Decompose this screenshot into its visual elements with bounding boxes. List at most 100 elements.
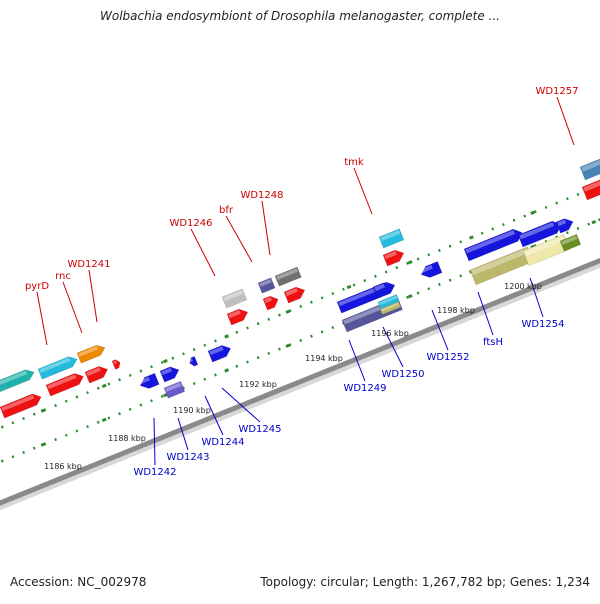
gene-highlight	[420, 265, 433, 274]
gene-label-leader	[204, 395, 224, 436]
gene-24	[382, 249, 405, 267]
gene-highlight	[374, 283, 386, 292]
gene-highlight	[381, 302, 399, 312]
gene-highlight	[259, 279, 272, 287]
gene-21	[377, 294, 400, 310]
gene-highlight	[384, 251, 397, 260]
gene-body	[189, 355, 199, 367]
gene-label-leader	[62, 281, 83, 334]
gene-highlight	[0, 370, 28, 386]
gene-body	[559, 233, 582, 252]
gene-body	[522, 234, 571, 267]
gene-4	[45, 373, 84, 397]
gene-label-WD1242: WD1242	[133, 467, 176, 478]
gene-25	[420, 261, 443, 278]
scale-label: 1196 kbp	[371, 329, 409, 338]
gene-highlight	[139, 376, 151, 385]
gene-highlight	[78, 346, 99, 357]
gene-body	[76, 344, 106, 364]
genome-title: Wolbachia endosymbiont of Drosophila mel…	[100, 9, 500, 23]
gene-label-leader	[225, 215, 253, 263]
gene-8	[159, 366, 180, 383]
gene-highlight	[276, 268, 299, 280]
gene-body	[159, 366, 180, 383]
gene-12	[221, 288, 248, 309]
gene-label-rnc: rnc	[55, 271, 71, 282]
gene-11	[207, 345, 232, 363]
gene-label-leader	[431, 309, 449, 351]
gene-1	[37, 356, 78, 380]
gene-highlight	[209, 346, 224, 356]
gene-label-leader	[348, 339, 366, 382]
gene-highlight	[583, 173, 600, 192]
gene-label-tmk: tmk	[344, 157, 364, 168]
gene-highlight	[524, 235, 566, 257]
gene-5	[84, 366, 109, 384]
gene-body	[226, 308, 249, 326]
gene-33	[581, 172, 600, 201]
gene-body	[37, 356, 78, 380]
gene-19	[372, 282, 393, 299]
gene-10	[189, 355, 199, 367]
scale-label: 1192 kbp	[239, 380, 277, 389]
gene-body	[555, 218, 574, 234]
scale-label: 1188 kbp	[108, 434, 146, 443]
gene-body	[382, 249, 405, 267]
gene-28	[555, 218, 574, 234]
genome-summary: Topology: circular; Length: 1,267,782 bp…	[260, 575, 590, 589]
gene-label-leader	[477, 291, 494, 336]
gene-highlight	[380, 230, 401, 242]
gene-body	[377, 294, 400, 310]
gene-label-WD1241: WD1241	[67, 259, 110, 270]
gene-highlight	[581, 149, 600, 172]
gene-body	[0, 369, 35, 393]
gene-label-leader	[221, 387, 261, 423]
gene-highlight	[471, 248, 529, 276]
gene-highlight	[189, 358, 194, 363]
gene-23	[378, 228, 405, 249]
scale-label: 1190 kbp	[173, 406, 211, 415]
gene-body	[0, 393, 42, 419]
gene-body	[111, 359, 121, 370]
gene-highlight	[86, 367, 101, 377]
gene-highlight	[113, 360, 118, 365]
gene-body	[378, 228, 405, 249]
gene-highlight	[39, 357, 71, 373]
gene-label-leader	[177, 417, 189, 451]
gene-highlight	[519, 222, 555, 240]
scale-label: 1186 kbp	[44, 462, 82, 471]
gene-body	[420, 261, 443, 278]
scale-label: 1198 kbp	[437, 306, 475, 315]
gene-highlight	[379, 295, 397, 305]
gene-body	[379, 301, 402, 315]
gene-0	[0, 369, 35, 393]
gene-label-leader	[556, 96, 575, 146]
gene-highlight	[47, 374, 77, 390]
gene-label-WD1257: WD1257	[535, 86, 578, 97]
genome-backbone	[0, 257, 600, 506]
genome-backbone-shadow	[0, 261, 600, 511]
gene-9	[163, 380, 186, 399]
gene-15	[274, 266, 302, 287]
gene-label-WD1252: WD1252	[426, 352, 469, 363]
gene-highlight	[1, 394, 35, 412]
gene-body	[139, 372, 160, 389]
gene-7	[139, 372, 160, 389]
scale-label: 1194 kbp	[305, 354, 343, 363]
gene-2	[76, 344, 106, 364]
gene-3	[0, 393, 42, 419]
gene-14	[257, 277, 276, 294]
gene-body	[45, 373, 84, 397]
gene-label-leader	[153, 417, 156, 466]
gene-label-leader	[353, 167, 373, 215]
gene-label-WD1249: WD1249	[343, 383, 386, 394]
gene-22	[379, 301, 402, 315]
gene-body	[274, 266, 302, 287]
gene-label-WD1254: WD1254	[521, 319, 564, 330]
gene-body	[283, 286, 306, 304]
gene-body	[221, 288, 248, 309]
gene-6	[111, 359, 121, 370]
gene-label-leader	[529, 277, 544, 318]
gene-body	[372, 282, 393, 299]
